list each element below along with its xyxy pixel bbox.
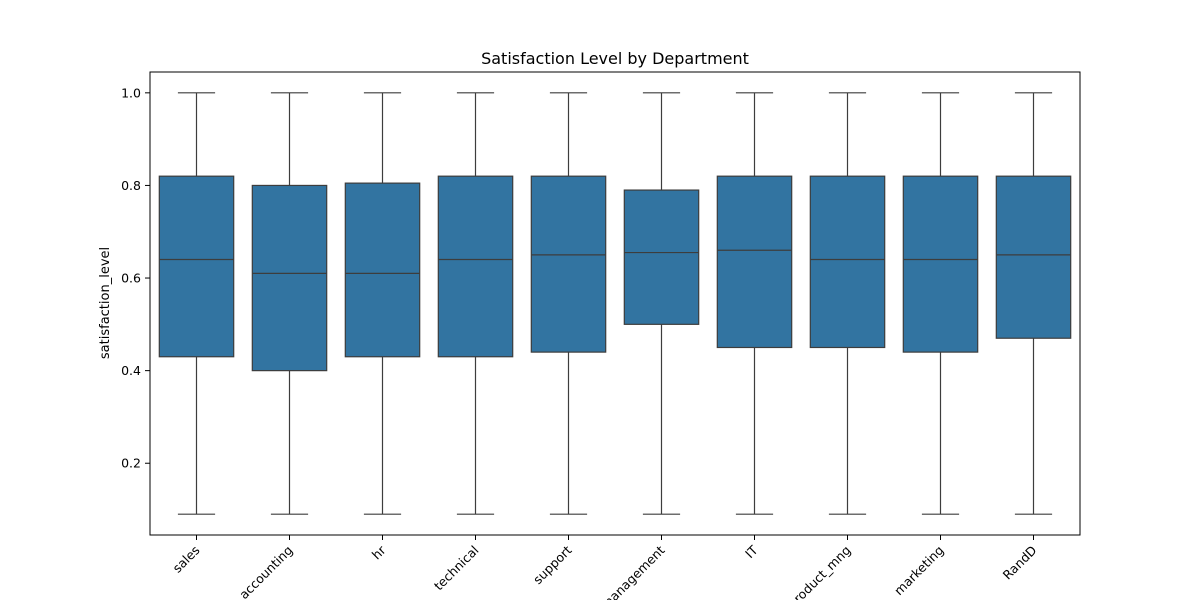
box-iqr: [623, 189, 700, 325]
y-tick-label: 0.6: [121, 271, 141, 286]
box-marketing: [902, 92, 979, 515]
box-iqr: [809, 175, 886, 349]
x-tick-label: product_mng: [785, 543, 854, 600]
x-tick-label: hr: [369, 542, 389, 562]
box-RandD: [995, 92, 1072, 515]
box-product_mng: [809, 92, 886, 515]
box-iqr: [530, 175, 607, 353]
x-tick-label: support: [530, 542, 575, 587]
x-tick-label: accounting: [236, 543, 295, 600]
x-tick-label: marketing: [891, 543, 947, 599]
x-tick-label: sales: [169, 543, 202, 576]
box-accounting: [251, 92, 328, 515]
y-tick-label: 0.4: [121, 363, 141, 378]
plot-area-frame: [149, 71, 1081, 536]
box-series: [158, 92, 1072, 515]
y-tick-label: 0.2: [121, 456, 141, 471]
box-iqr: [344, 182, 421, 358]
box-management: [623, 92, 700, 515]
box-technical: [437, 92, 514, 515]
x-tick-label: management: [598, 542, 668, 600]
box-iqr: [716, 175, 793, 349]
box-sales: [158, 92, 235, 515]
x-tick-label: IT: [742, 542, 761, 561]
box-iqr: [902, 175, 979, 353]
box-iqr: [251, 184, 328, 372]
chart-title: Satisfaction Level by Department: [481, 49, 749, 68]
box-support: [530, 92, 607, 515]
x-tick-label: technical: [431, 543, 482, 594]
y-tick-label: 0.8: [121, 178, 141, 193]
x-axis: sales accounting hr technical support managem…: [169, 535, 1040, 600]
x-tick-label: RandD: [1000, 543, 1040, 583]
box-iqr: [437, 175, 514, 358]
y-axis-label: satisfaction_level: [98, 247, 113, 359]
box-IT: [716, 92, 793, 515]
box-iqr: [158, 175, 235, 358]
y-tick-label: 1.0: [121, 85, 141, 100]
y-axis: 0.2 0.4 0.6 0.8 1.0: [121, 85, 150, 471]
box-iqr: [995, 175, 1072, 339]
box-hr: [344, 92, 421, 515]
